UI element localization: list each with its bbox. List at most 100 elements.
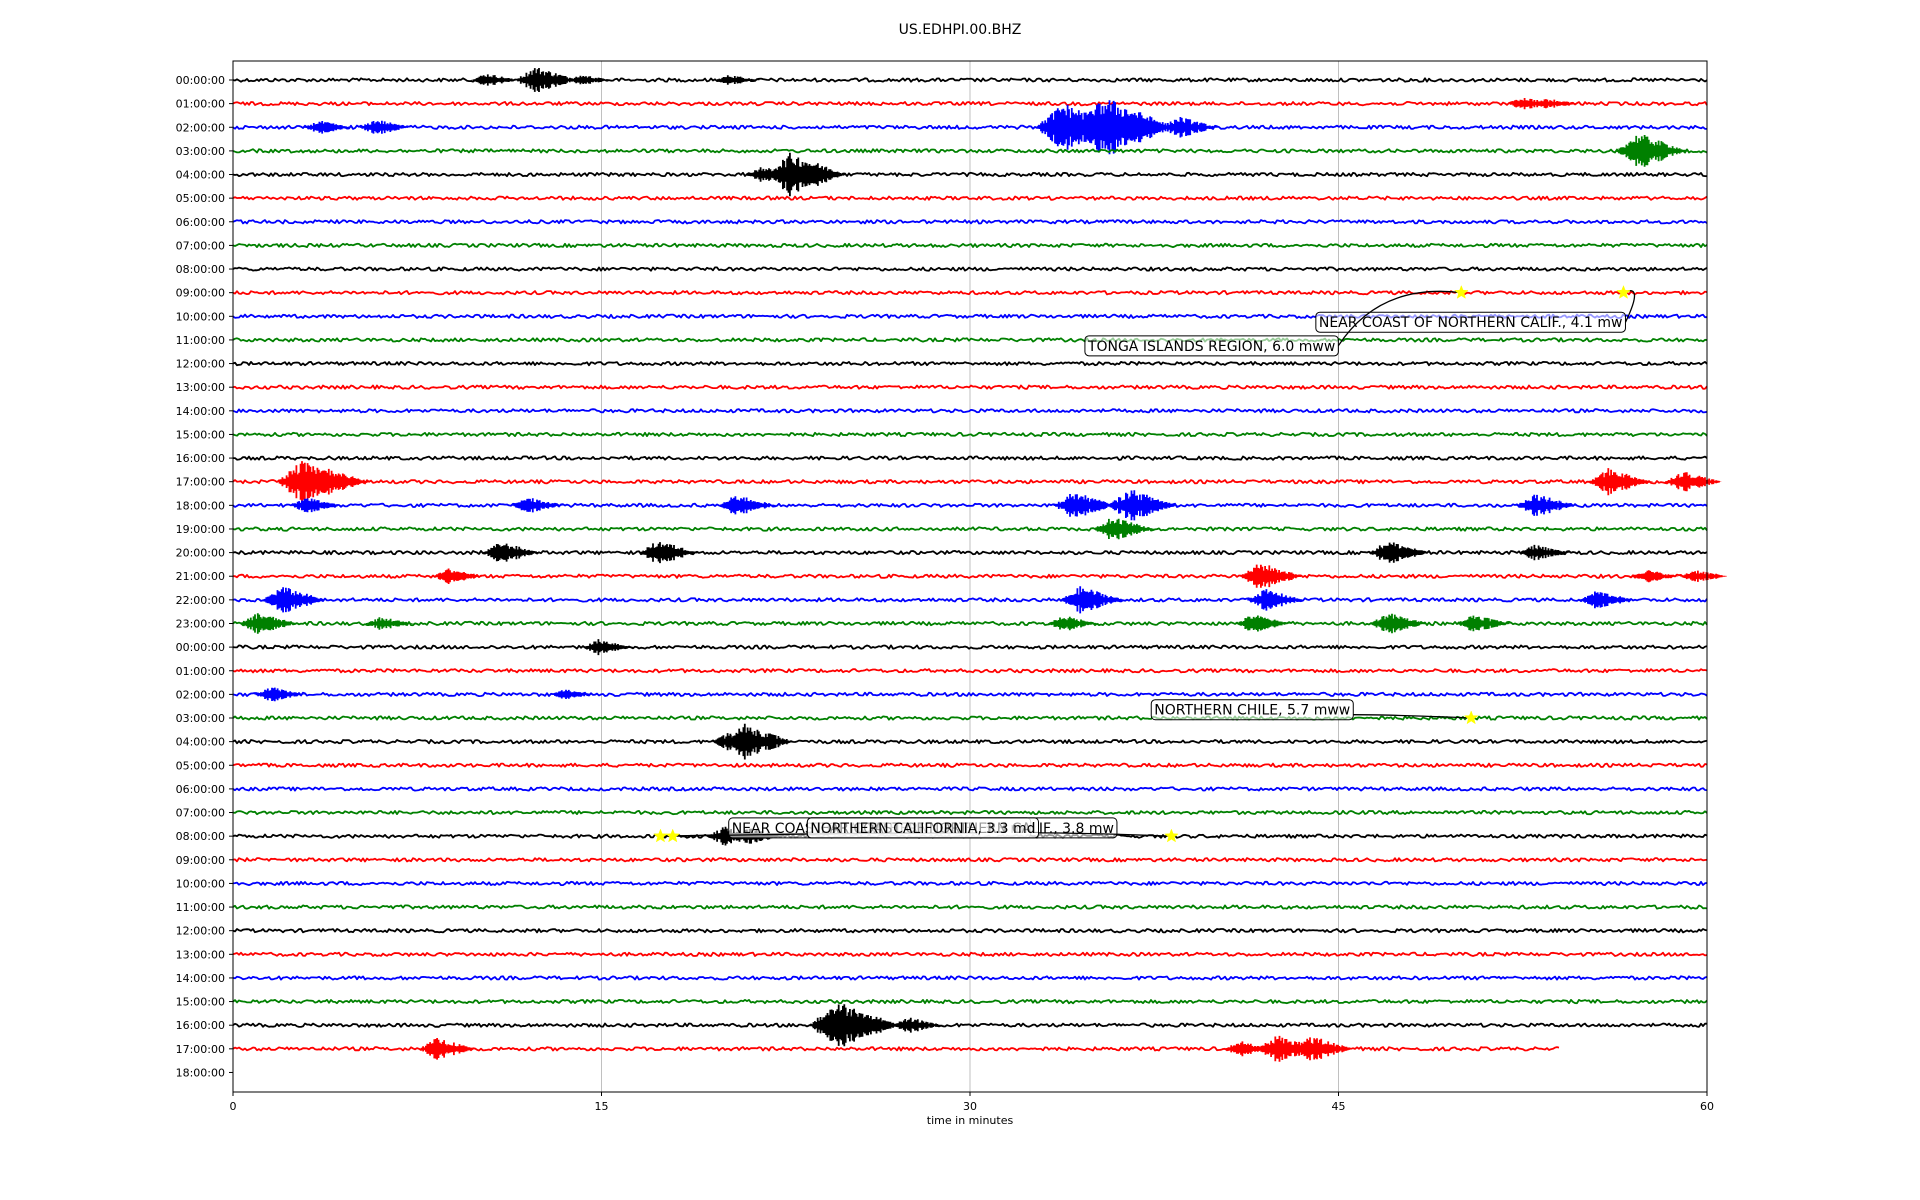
event-leader-line <box>1038 832 1172 837</box>
event-marker-star <box>653 828 668 843</box>
x-tick-label: 45 <box>1332 1100 1346 1113</box>
event-label-box <box>1150 699 1354 721</box>
seismic-trace <box>232 384 1708 390</box>
y-tick-label: 03:00:00 <box>176 145 225 158</box>
y-tick-label: 01:00:00 <box>176 98 225 111</box>
seismic-trace <box>232 668 1708 674</box>
seismic-trace <box>232 337 1708 343</box>
seismic-trace <box>232 242 1708 248</box>
event-label: TONGA ISLANDS REGION, 6.0 mww <box>1087 339 1335 355</box>
y-tick-label: 15:00:00 <box>176 996 225 1009</box>
y-tick-label: 11:00:00 <box>176 901 225 914</box>
seismic-trace <box>232 975 1708 981</box>
y-tick-label: 09:00:00 <box>176 287 225 300</box>
event-leader-line <box>1337 290 1462 347</box>
y-tick-label: 07:00:00 <box>176 807 225 820</box>
seismic-trace <box>232 152 1708 197</box>
event-annotation: TONGA ISLANDS REGION, 6.0 mww <box>1084 285 1469 357</box>
seismic-trace <box>232 408 1708 414</box>
y-tick-label: 17:00:00 <box>176 476 225 489</box>
event-annotation: NORTHERN CHILE, 5.7 mww <box>1150 699 1479 725</box>
event-marker-star <box>665 828 681 843</box>
y-tick-label: 20:00:00 <box>176 547 225 560</box>
y-tick-label: 08:00:00 <box>176 830 225 843</box>
seismic-trace <box>232 809 1708 816</box>
trace-layer <box>232 68 1729 1062</box>
event-marker-star <box>1454 285 1469 299</box>
seismic-trace <box>232 639 1708 656</box>
event-leader-line <box>1353 714 1472 719</box>
y-tick-label: 04:00:00 <box>176 169 225 182</box>
x-tick-label: 30 <box>963 1100 977 1113</box>
y-tick-label: 14:00:00 <box>176 972 225 985</box>
x-axis-label: time in minutes <box>927 1114 1014 1127</box>
y-tick-label: 05:00:00 <box>176 192 225 205</box>
y-tick-label: 00:00:00 <box>176 641 225 654</box>
event-annotation-layer: NEAR COAST OF NORTHERN CALIF., 4.1 mw TON… <box>653 285 1636 843</box>
seismic-trace <box>232 100 1708 155</box>
y-tick-label: 10:00:00 <box>176 877 225 890</box>
y-tick-label: 01:00:00 <box>176 665 225 678</box>
seismic-trace <box>232 999 1708 1005</box>
x-tick-label: 60 <box>1700 1100 1714 1113</box>
seismic-trace <box>232 762 1708 768</box>
y-tick-label: 16:00:00 <box>176 1019 225 1032</box>
y-tick-label: 13:00:00 <box>176 381 225 394</box>
seismic-trace <box>232 195 1708 201</box>
y-tick-label: 10:00:00 <box>176 310 225 323</box>
event-label: NORTHERN CALIFORNIA, 3.3 md <box>810 821 1035 837</box>
seismic-trace <box>232 518 1708 540</box>
seismic-trace <box>232 904 1708 910</box>
seismic-trace <box>232 857 1708 863</box>
event-marker-star <box>1164 828 1179 843</box>
seismic-trace <box>232 219 1708 225</box>
event-marker-star <box>1616 285 1631 299</box>
event-label-box <box>1084 335 1339 357</box>
y-tick-label: 12:00:00 <box>176 925 225 938</box>
y-tick-label: 07:00:00 <box>176 239 225 252</box>
y-tick-label: 08:00:00 <box>176 263 225 276</box>
seismic-trace <box>233 455 1708 461</box>
seismic-trace <box>232 951 1708 957</box>
y-tick-label: 04:00:00 <box>176 736 225 749</box>
y-tick-label: 05:00:00 <box>176 759 225 772</box>
y-tick-label: 16:00:00 <box>176 452 225 465</box>
seismic-trace <box>232 461 1722 503</box>
y-tick-layer: 00:00:00 01:00:00 02:00:00 03:00:00 04:00:00… <box>176 74 233 1079</box>
event-label: NORTHERN CHILE, 5.7 mww <box>1154 703 1350 719</box>
event-label: NEAR COAST OF NORTHERN CALIF., 4.1 mw <box>1319 315 1623 331</box>
event-annotation: NEAR COAST OF NORTHERN CALIF., 4.1 mw <box>1315 285 1636 333</box>
seismic-trace <box>232 786 1708 792</box>
seismic-trace <box>232 266 1708 272</box>
event-marker-star <box>1463 710 1479 725</box>
y-tick-label: 03:00:00 <box>176 712 225 725</box>
y-tick-label: 22:00:00 <box>176 594 225 607</box>
y-tick-label: 18:00:00 <box>176 1066 225 1079</box>
y-tick-label: 00:00:00 <box>176 74 225 87</box>
seismic-trace <box>232 542 1708 564</box>
seismic-trace <box>232 928 1708 934</box>
seismic-trace <box>232 490 1708 521</box>
y-tick-label: 15:00:00 <box>176 428 225 441</box>
y-tick-label: 17:00:00 <box>176 1043 225 1056</box>
event-label-box <box>1315 311 1626 333</box>
y-tick-label: 21:00:00 <box>176 570 225 583</box>
event-label-box <box>806 817 1040 839</box>
seismic-trace <box>232 715 1708 721</box>
seismic-trace <box>232 98 1708 110</box>
seismic-trace <box>232 723 1708 760</box>
seismic-trace <box>232 431 1708 437</box>
x-tick-layer: 0 15 30 45 60 <box>230 1092 1714 1113</box>
y-tick-label: 12:00:00 <box>176 358 225 371</box>
seismic-trace <box>232 1004 1707 1047</box>
y-tick-label: 19:00:00 <box>176 523 225 536</box>
y-tick-label: 02:00:00 <box>176 688 225 701</box>
y-tick-label: 06:00:00 <box>176 783 225 796</box>
y-tick-label: 14:00:00 <box>176 405 225 418</box>
chart-title: US.EDHPI.00.BHZ <box>899 22 1022 38</box>
event-annotation: NORTHERN CALIFORNIA, 3.3 md <box>806 817 1179 843</box>
y-tick-label: 13:00:00 <box>176 948 225 961</box>
y-tick-label: 02:00:00 <box>176 121 225 134</box>
x-tick-label: 0 <box>230 1100 237 1113</box>
